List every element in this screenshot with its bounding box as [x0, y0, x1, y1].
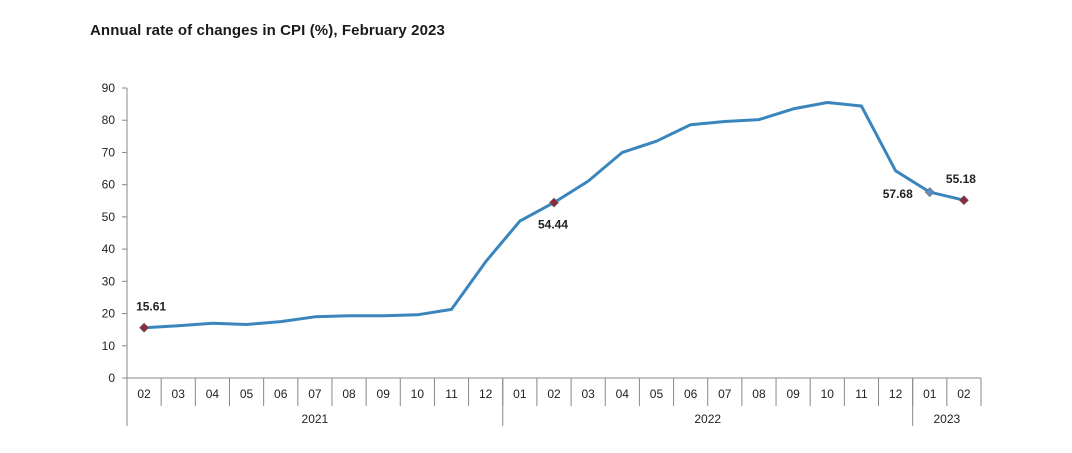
x-tick-label: 03: [172, 387, 186, 401]
y-tick-label: 30: [102, 274, 116, 288]
data-point-marker: [139, 322, 150, 333]
y-tick-label: 90: [102, 81, 116, 95]
data-label: 55.18: [946, 172, 976, 186]
y-tick-label: 20: [102, 307, 116, 321]
x-tick-label: 06: [274, 387, 288, 401]
x-tick-label: 09: [786, 387, 800, 401]
y-tick-label: 70: [102, 145, 116, 159]
y-tick-label: 10: [102, 339, 116, 353]
data-point-marker: [924, 187, 935, 198]
x-tick-label: 04: [206, 387, 220, 401]
x-tick-label: 04: [616, 387, 630, 401]
x-tick-label: 11: [855, 387, 868, 401]
data-label: 57.68: [883, 187, 913, 201]
x-tick-label: 12: [479, 387, 493, 401]
x-tick-label: 08: [342, 387, 356, 401]
year-label: 2021: [302, 412, 329, 426]
x-tick-label: 06: [684, 387, 698, 401]
x-tick-label: 12: [889, 387, 903, 401]
data-point-marker: [549, 197, 559, 208]
y-tick-label: 40: [102, 242, 116, 256]
x-tick-label: 02: [547, 387, 561, 401]
x-tick-label: 11: [445, 387, 458, 401]
x-tick-label: 02: [957, 387, 971, 401]
x-tick-label: 01: [923, 387, 937, 401]
data-point-marker: [958, 195, 969, 206]
y-tick-label: 0: [108, 371, 115, 385]
y-tick-label: 50: [102, 210, 116, 224]
y-tick-label: 60: [102, 178, 116, 192]
x-tick-label: 05: [240, 387, 254, 401]
year-label: 2022: [694, 412, 721, 426]
data-label: 15.61: [136, 300, 166, 314]
cpi-series-line: [142, 101, 966, 330]
data-label: 54.44: [538, 218, 568, 232]
x-tick-label: 09: [377, 387, 391, 401]
x-tick-label: 07: [718, 387, 732, 401]
x-tick-label: 01: [513, 387, 527, 401]
y-tick-label: 80: [102, 113, 116, 127]
year-label: 2023: [933, 412, 960, 426]
x-tick-label: 10: [411, 387, 425, 401]
x-tick-label: 03: [581, 387, 595, 401]
x-tick-label: 07: [308, 387, 322, 401]
x-tick-label: 10: [821, 387, 835, 401]
x-tick-label: 08: [752, 387, 766, 401]
x-tick-label: 05: [650, 387, 664, 401]
x-tick-label: 02: [137, 387, 151, 401]
chart-title: Annual rate of changes in CPI (%), Febru…: [90, 22, 445, 39]
